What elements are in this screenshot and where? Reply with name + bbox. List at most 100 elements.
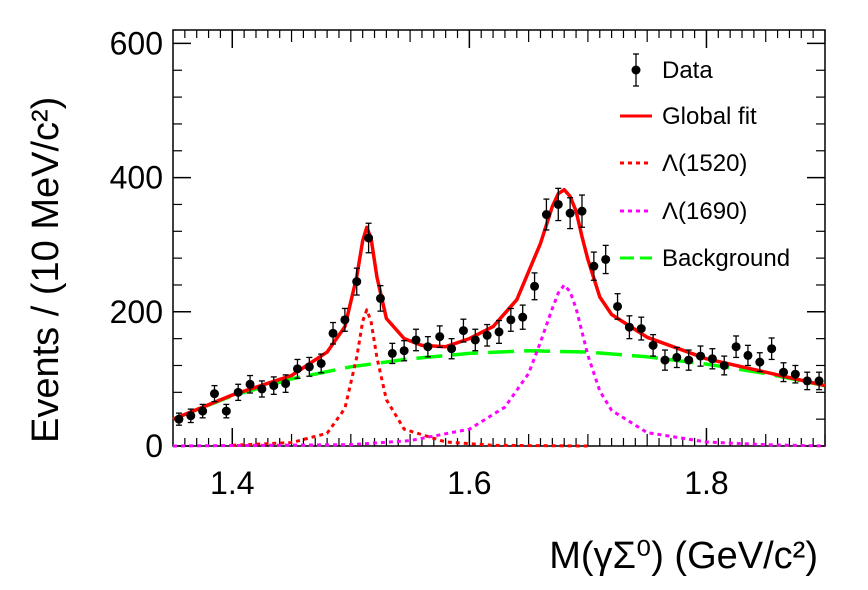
- data-point: [530, 272, 540, 301]
- legend-label: Background: [662, 245, 790, 272]
- data-point: [482, 323, 492, 347]
- data-marker: [719, 360, 729, 370]
- legend-label: Λ(1690): [662, 198, 747, 225]
- data-point: [458, 318, 468, 343]
- data-marker: [790, 369, 800, 379]
- data-point: [435, 325, 445, 349]
- data-point: [423, 335, 433, 358]
- data-marker: [423, 342, 433, 352]
- l1520-curve: [232, 308, 588, 448]
- data-marker: [281, 379, 291, 389]
- data-marker: [328, 328, 338, 338]
- data-point: [257, 380, 267, 398]
- data-point: [221, 403, 231, 419]
- data-marker: [613, 301, 623, 311]
- data-marker: [387, 348, 397, 358]
- data-marker: [221, 406, 231, 416]
- data-point: [672, 346, 682, 369]
- legend-entry-global: Global fit: [620, 103, 757, 130]
- data-marker: [292, 364, 302, 374]
- data-marker: [707, 354, 717, 364]
- data-marker: [530, 281, 540, 291]
- legend-label: Global fit: [662, 103, 757, 130]
- data-marker: [435, 332, 445, 342]
- data-marker: [411, 335, 421, 345]
- data-marker: [755, 357, 765, 367]
- data-point: [636, 316, 646, 341]
- data-point: [411, 328, 421, 352]
- data-marker: [399, 346, 409, 356]
- data-marker: [364, 233, 374, 243]
- x-tick-label: 1.8: [684, 465, 728, 501]
- data-point: [494, 319, 504, 344]
- y-tick-label: 400: [110, 160, 163, 196]
- data-point: [328, 321, 338, 345]
- data-point: [506, 307, 516, 332]
- ticks: [173, 30, 826, 447]
- data-point: [399, 340, 409, 362]
- data-marker: [245, 379, 255, 389]
- data-marker: [233, 387, 243, 397]
- data-marker: [814, 376, 824, 386]
- data-marker: [696, 351, 706, 361]
- data-point: [470, 328, 480, 352]
- data-marker: [767, 344, 777, 354]
- data-point: [209, 384, 219, 403]
- data-marker: [447, 344, 457, 354]
- fit-curves: [172, 187, 826, 448]
- data-point: [292, 358, 302, 379]
- data-marker: [458, 326, 468, 336]
- tick-labels: 0 200 400 600 1.4 1.6 1.8: [110, 25, 729, 501]
- data-point: [541, 198, 551, 231]
- data-marker: [518, 312, 528, 322]
- data-point: [814, 371, 824, 391]
- data-point: [186, 408, 196, 424]
- data-point: [731, 335, 741, 359]
- data-point: [707, 348, 717, 370]
- legend: Data Global fit Λ(1520) Λ(1690) Background: [620, 53, 790, 272]
- data-marker: [257, 384, 267, 394]
- data-point: [553, 187, 563, 222]
- data-point: [601, 244, 611, 275]
- y-axis-title: Events / (10 MeV/c²): [25, 97, 67, 443]
- data-point: [518, 304, 528, 330]
- data-point: [375, 284, 385, 312]
- data-marker: [624, 322, 634, 332]
- data-marker: [779, 367, 789, 377]
- data-marker: [648, 340, 658, 350]
- data-marker: [553, 199, 563, 209]
- legend-label: Data: [662, 57, 713, 84]
- data-marker: [186, 411, 196, 421]
- data-point: [316, 353, 326, 374]
- data-marker: [494, 327, 504, 337]
- x-tick-label: 1.4: [210, 465, 254, 501]
- x-tick-label: 1.6: [447, 465, 491, 501]
- data-point: [447, 337, 457, 360]
- data-point: [660, 349, 670, 371]
- data-point: [589, 251, 599, 281]
- legend-entry-bkg: Background: [620, 245, 790, 272]
- data-point: [743, 344, 753, 367]
- data-marker: [731, 342, 741, 352]
- data-point: [577, 194, 587, 228]
- data-marker: [174, 414, 184, 424]
- data-point: [233, 383, 243, 402]
- data-point: [198, 403, 208, 419]
- y-tick-label: 200: [110, 294, 163, 330]
- data-marker: [601, 254, 611, 264]
- data-point: [340, 307, 350, 332]
- data-point: [269, 376, 279, 395]
- data-marker: [198, 406, 208, 416]
- data-marker: [672, 352, 682, 362]
- data-point: [304, 356, 314, 377]
- data-marker: [589, 261, 599, 271]
- data-marker: [352, 277, 362, 287]
- data-marker: [506, 315, 516, 325]
- data-marker: [304, 362, 314, 372]
- data-point: [684, 349, 694, 371]
- data-point: [613, 293, 623, 320]
- data-point: [565, 197, 575, 230]
- data-point: [245, 374, 255, 394]
- data-point: [802, 371, 812, 391]
